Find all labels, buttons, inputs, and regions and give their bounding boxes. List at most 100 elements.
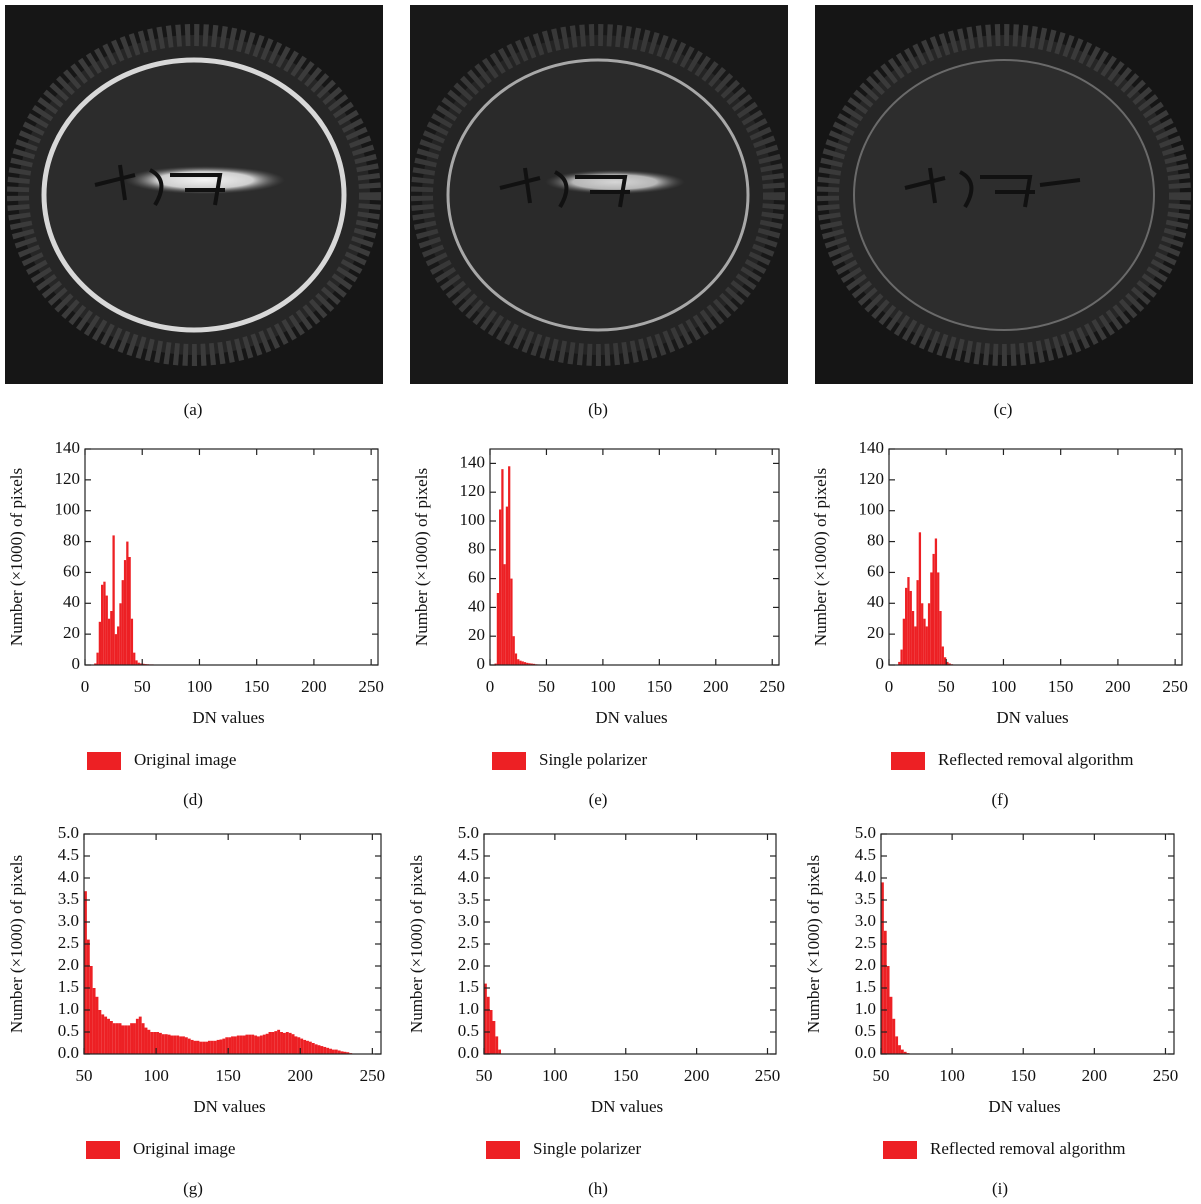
legend-label: Original image [133, 1139, 235, 1158]
histogram-bar [205, 1041, 208, 1054]
y-tick-label: 140 [460, 452, 486, 471]
histogram-bar [245, 1034, 249, 1054]
histogram-bar [495, 1036, 499, 1054]
histogram-bar [895, 1036, 899, 1054]
histogram-bar [265, 1033, 269, 1054]
y-tick-label: 3.0 [58, 911, 79, 930]
plot-frame [83, 833, 382, 1055]
y-axis-label: Number (×1000) of pixels [7, 855, 26, 1033]
y-tick-label: 60 [468, 568, 485, 587]
histogram-bar [84, 891, 87, 1054]
y-tick-label: 40 [468, 596, 485, 615]
histogram-bar [130, 618, 134, 665]
histogram-bar [898, 661, 901, 665]
histogram-bar [86, 939, 90, 1054]
histogram-bar [110, 611, 113, 665]
y-tick-label: 20 [867, 623, 884, 642]
y-tick-label: 60 [63, 561, 80, 580]
y-tick-label: 4.0 [458, 867, 479, 886]
histogram-bar [512, 636, 515, 665]
caption: (c) [994, 400, 1013, 419]
histogram-bar [164, 1034, 168, 1054]
y-tick-label: 60 [867, 561, 884, 580]
histogram-bar [326, 1047, 330, 1054]
histogram-bar [233, 1036, 237, 1054]
y-tick-label: 0 [72, 654, 81, 673]
histogram-bar [119, 603, 122, 665]
y-tick-label: 0.0 [58, 1043, 79, 1062]
histogram-bar [101, 584, 104, 665]
y-tick-label: 4.0 [58, 867, 79, 886]
x-tick-label: 50 [76, 1066, 93, 1085]
y-tick-label: 0.0 [855, 1043, 876, 1062]
y-tick-label: 4.0 [855, 867, 876, 886]
histogram-bar [176, 1035, 180, 1054]
x-axis-label: DN values [988, 1097, 1060, 1116]
x-tick-label: 150 [244, 677, 270, 696]
histogram-bar [182, 1036, 185, 1054]
histogram-bar [210, 1040, 214, 1054]
histogram-bar [881, 882, 884, 1054]
legend-label: Reflected removal algorithm [938, 750, 1133, 769]
y-tick-label: 80 [63, 530, 80, 549]
caption: (a) [184, 400, 203, 419]
legend-swatch [492, 752, 526, 770]
histogram-bar [943, 657, 947, 665]
legend-label: Reflected removal algorithm [930, 1139, 1125, 1158]
legend-swatch [87, 752, 121, 770]
histogram-bar [213, 1040, 217, 1054]
y-tick-label: 120 [859, 469, 885, 488]
y-tick-label: 140 [55, 438, 81, 457]
histogram-bar [523, 662, 527, 665]
histogram-bar [248, 1034, 252, 1054]
histogram-bar [190, 1039, 194, 1054]
histogram-bar [133, 652, 136, 665]
histogram-bar [167, 1034, 171, 1054]
histogram-bar [187, 1038, 191, 1054]
x-tick-label: 50 [938, 677, 955, 696]
histogram-bar [505, 506, 509, 665]
legend-swatch [486, 1141, 520, 1159]
histogram-bar [291, 1034, 295, 1054]
x-axis-label: DN values [193, 1097, 265, 1116]
caption: (e) [589, 790, 608, 809]
y-tick-label: 1.0 [458, 999, 479, 1018]
y-tick-label: 2.0 [58, 955, 79, 974]
histogram-bar [118, 1023, 122, 1054]
histogram-bar [142, 663, 145, 665]
plot-frame [489, 448, 780, 666]
y-tick-label: 140 [859, 438, 885, 457]
histogram-bar [519, 660, 522, 665]
histogram-bar [128, 557, 131, 665]
histogram-bar [196, 1040, 200, 1054]
histogram-bar [95, 996, 99, 1054]
histogram-bar [239, 1035, 243, 1054]
histogram-bar [306, 1040, 309, 1054]
histogram-bar [503, 564, 506, 665]
histogram-bar [98, 1010, 102, 1054]
histogram-bar [133, 1023, 136, 1054]
y-tick-label: 40 [63, 592, 80, 611]
histogram-bar [294, 1036, 298, 1054]
histogram-bar [231, 1036, 234, 1054]
y-tick-label: 4.5 [58, 845, 79, 864]
histogram-bar [103, 581, 106, 665]
histogram-bar [510, 578, 513, 665]
histogram-bar [139, 663, 143, 665]
histogram-bar [521, 661, 524, 665]
y-axis-label: Number (×1000) of pixels [804, 855, 823, 1033]
x-tick-label: 100 [187, 677, 213, 696]
histogram-bar [153, 1032, 157, 1054]
x-tick-label: 250 [358, 677, 384, 696]
histogram-bar [905, 587, 908, 665]
x-tick-label: 100 [143, 1066, 169, 1085]
histogram-bar [123, 560, 127, 665]
x-tick-label: 200 [703, 677, 729, 696]
histogram-bar [109, 1021, 113, 1054]
y-tick-label: 100 [460, 510, 486, 529]
histogram-bar [898, 1045, 901, 1054]
y-tick-label: 2.0 [458, 955, 479, 974]
x-tick-label: 100 [991, 677, 1017, 696]
histogram-bar [494, 663, 497, 665]
x-axis-label: DN values [996, 708, 1068, 727]
